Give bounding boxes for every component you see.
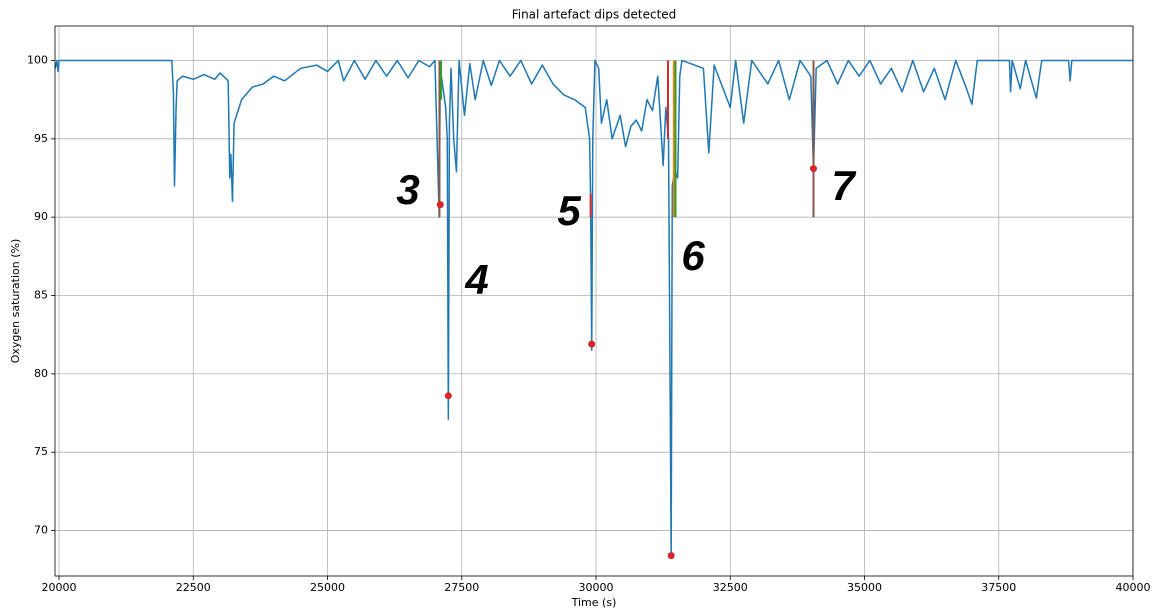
dip-point [436, 201, 444, 209]
x-axis-label: Time (s) [571, 596, 617, 609]
y-axis-label: Oxygen saturation (%) [9, 239, 22, 364]
series-line [54, 59, 1133, 557]
x-tick-label: 35000 [847, 581, 882, 594]
dip-point [809, 165, 817, 173]
handwritten-label: 3 [396, 166, 419, 213]
y-tick-label: 75 [34, 445, 48, 458]
x-tick-label: 22500 [176, 581, 211, 594]
chart-title: Final artefact dips detected [512, 8, 677, 22]
dip-point [667, 552, 675, 560]
x-tick-label: 30000 [579, 581, 614, 594]
plot-frame [54, 25, 1134, 577]
dip-point [588, 340, 596, 348]
handwritten-label: 6 [681, 232, 705, 279]
x-tick-label: 27500 [444, 581, 479, 594]
y-tick-label: 70 [34, 524, 48, 537]
y-tick-label: 80 [34, 367, 48, 380]
x-tick-label: 20000 [42, 581, 77, 594]
x-tick-label: 37500 [981, 581, 1016, 594]
y-tick-label: 85 [34, 289, 48, 302]
dip-point [444, 392, 452, 400]
handwritten-label: 5 [557, 187, 581, 234]
x-tick-label: 40000 [1116, 581, 1151, 594]
y-tick-label: 95 [34, 132, 48, 145]
x-tick-label: 32500 [713, 581, 748, 594]
x-tick-label: 25000 [310, 581, 345, 594]
handwritten-label: 7 [831, 162, 856, 209]
handwritten-label: 4 [464, 256, 488, 303]
y-tick-label: 100 [27, 53, 48, 66]
y-tick-label: 90 [34, 210, 48, 223]
